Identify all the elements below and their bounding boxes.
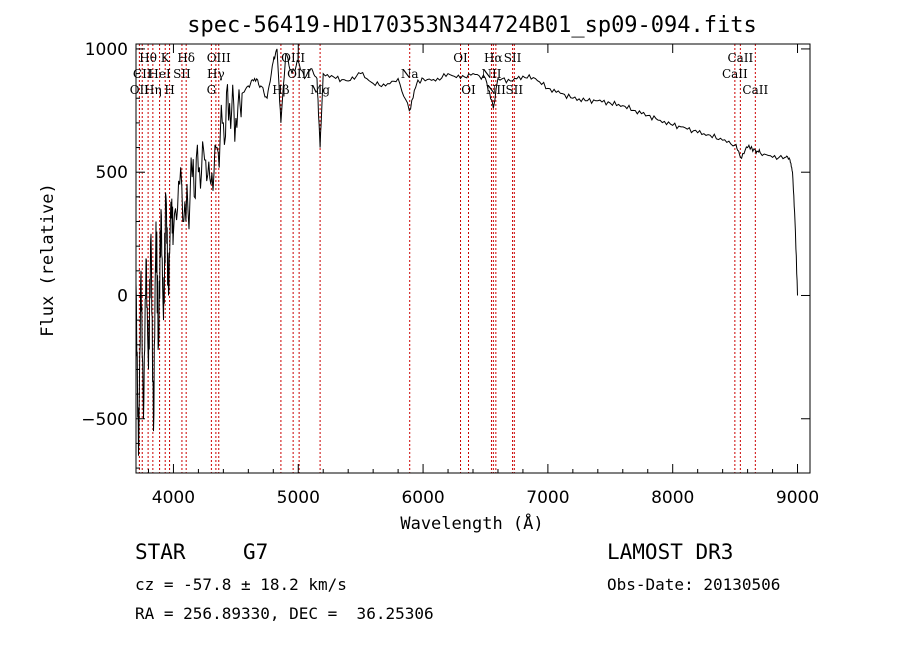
x-tick-label-8000: 8000	[651, 488, 694, 508]
spectrum-line	[135, 48, 798, 456]
line-label-hθ-0: Hθ	[139, 51, 157, 65]
y-tick-label-500: 500	[96, 163, 128, 183]
line-label-oi-18: OI	[461, 83, 476, 97]
line-label-oii-2: OII	[130, 83, 150, 97]
line-label-k-5: K	[161, 51, 171, 65]
line-label-hγ-10: Hγ	[207, 67, 225, 81]
obs-date: Obs-Date: 20130506	[607, 575, 781, 594]
line-label-sii-22: SII	[504, 51, 522, 65]
redshift-text: cz = -57.8 ± 18.2 km/s	[135, 575, 347, 594]
y-tick-label-1000: 1000	[85, 40, 128, 60]
object-subclass: G7	[243, 540, 269, 564]
survey-name: LAMOST DR3	[607, 540, 734, 564]
x-tick-label-7000: 7000	[526, 488, 569, 508]
line-label-na-16: Na	[401, 67, 419, 81]
line-label-caii-24: CaII	[722, 67, 748, 81]
line-label-oiii-14: OIII	[287, 67, 311, 81]
line-label-hη-3: Hη	[144, 83, 162, 97]
y-axis-ticks: −500 0 500 1000	[81, 40, 810, 469]
line-label-oi-17: OI	[453, 51, 468, 65]
line-label-h-6: H	[164, 83, 174, 97]
y-axis-label: Flux (relative)	[38, 183, 58, 337]
spectral-line-markers	[138, 44, 756, 473]
x-tick-label-5000: 5000	[277, 488, 320, 508]
y-tick-label-0: 0	[117, 286, 128, 306]
coordinates: RA = 256.89330, DEC = 36.25306	[135, 604, 434, 623]
line-label-mg-15: Mg	[310, 83, 330, 97]
chart-title: spec-56419-HD170353N344724B01_sp09-094.f…	[187, 13, 757, 38]
object-class: STAR	[135, 540, 186, 564]
x-tick-label-6000: 6000	[401, 488, 444, 508]
line-label-hβ-12: Hβ	[272, 83, 289, 97]
line-label-caii-25: CaII	[727, 51, 753, 65]
line-label-cii-1: CII	[133, 67, 152, 81]
line-label-nii-19: NII	[481, 67, 501, 81]
plot-frame	[135, 43, 811, 474]
line-label-hδ-8: Hδ	[177, 51, 195, 65]
line-label-oiii-9: OIII	[207, 51, 231, 65]
x-tick-label-4000: 4000	[152, 488, 195, 508]
x-axis-ticks: 4000 5000 6000 7000 8000 9000	[147, 44, 819, 508]
line-label-sii-23: SII	[505, 83, 523, 97]
line-label-hα-20: Hα	[484, 51, 503, 65]
line-label-sii-7: SII	[173, 67, 191, 81]
x-axis-label: Wavelength (Å)	[400, 512, 543, 534]
y-tick-label--500: −500	[81, 410, 128, 430]
line-label-caii-26: CaII	[742, 83, 768, 97]
x-tick-label-9000: 9000	[776, 488, 819, 508]
line-label-g-11: G	[207, 83, 217, 97]
line-label-hei-4: HeI	[148, 67, 171, 81]
